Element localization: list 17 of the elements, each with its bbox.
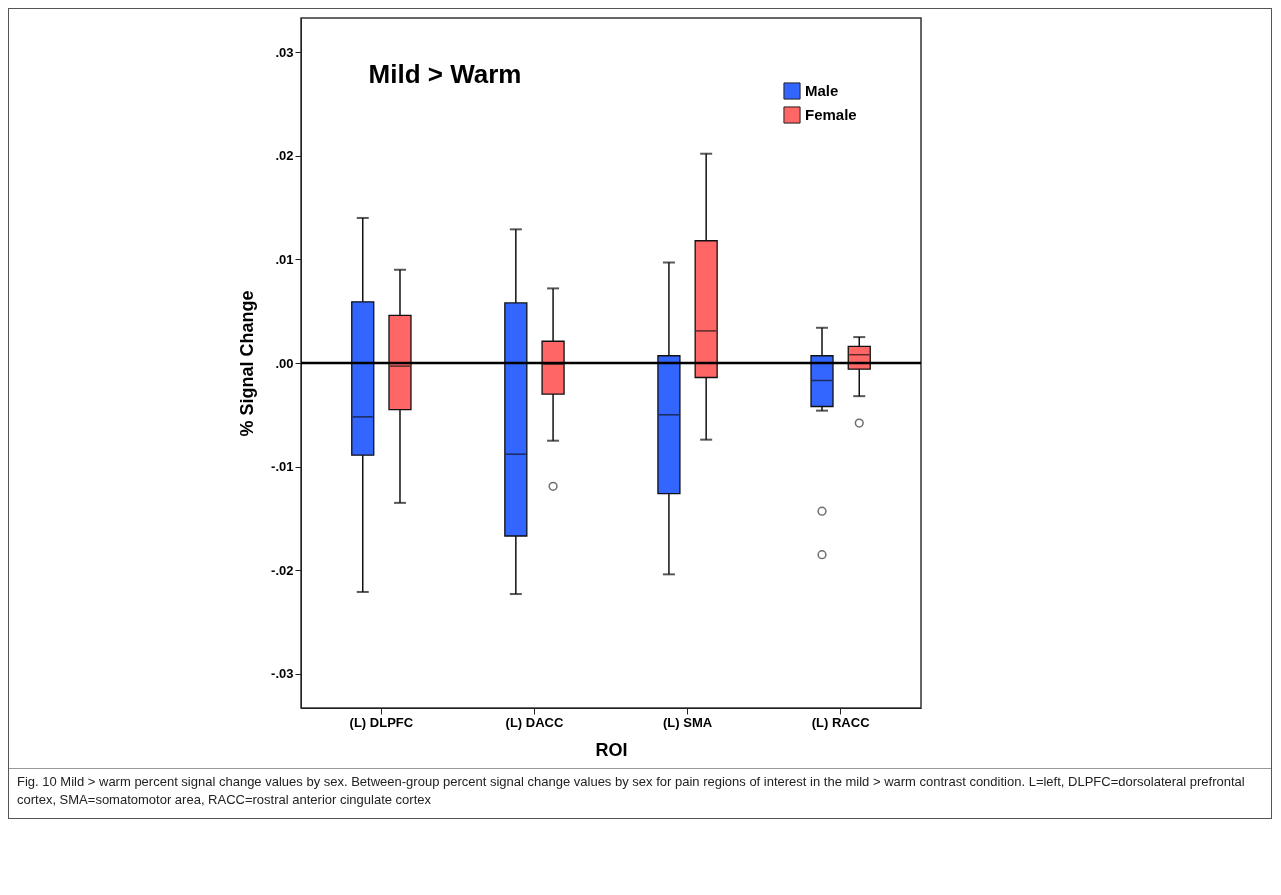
y-tick-label: -.02 (270, 562, 293, 578)
y-tick-label: .00 (274, 355, 293, 371)
x-tick-label: (L) DACC (505, 714, 564, 730)
legend-label: Male (804, 82, 838, 99)
legend-label: Female (804, 106, 857, 123)
y-tick-label: .02 (274, 148, 293, 164)
x-tick-label: (L) DLPFC (349, 714, 414, 730)
y-tick-label: .03 (274, 44, 293, 60)
text: Mild > Warm (368, 59, 521, 89)
caption: Fig. 10 Mild > warm percent signal change values by sex. Between-group percent signal change values by sex for pain regions of interest in the mild > warm contrast condition. L=left, DLPFC=dorsolateral prefrontal cortex, SMA=somatomotor area, RACC=rostral anterior cingulate cortex (17, 773, 1246, 809)
x-axis-title: ROI (594, 739, 628, 760)
y-axis-title: % Signal Change (236, 290, 257, 437)
x-tick-label: (L) RACC (811, 714, 870, 730)
x-tick-label: (L) SMA (662, 714, 713, 730)
y-tick-label: .01 (274, 251, 293, 267)
y-tick-label: -.01 (270, 459, 293, 475)
y-tick-label: -.03 (270, 666, 293, 682)
